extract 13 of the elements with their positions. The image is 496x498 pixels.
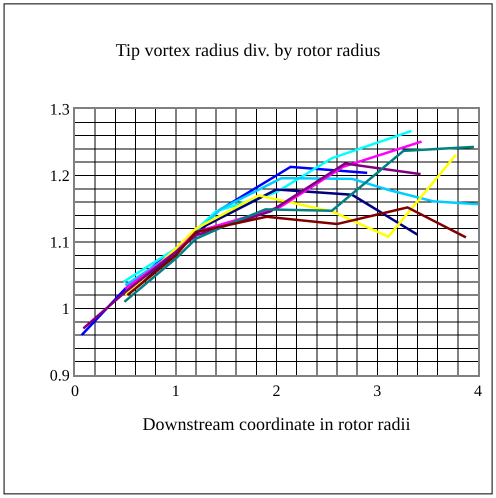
x-tick-label: 2 [272, 383, 280, 400]
x-tick-label: 1 [172, 383, 180, 400]
y-tick-label: 1.2 [50, 168, 70, 186]
x-tick-label: 4 [474, 383, 482, 400]
y-tick-label: 0.9 [50, 368, 70, 385]
y-tick-label: 1.1 [50, 234, 70, 252]
x-tick-label: 3 [373, 383, 382, 400]
chart-title: Tip vortex radius div. by rotor radius [116, 40, 380, 60]
y-tick-label: 1 [62, 301, 70, 318]
line-series [126, 206, 468, 296]
x-axis-title: Downstream coordinate in rotor radii [142, 414, 410, 434]
x-tick-label: 0 [71, 383, 79, 400]
y-tick-label: 1.3 [50, 102, 70, 119]
